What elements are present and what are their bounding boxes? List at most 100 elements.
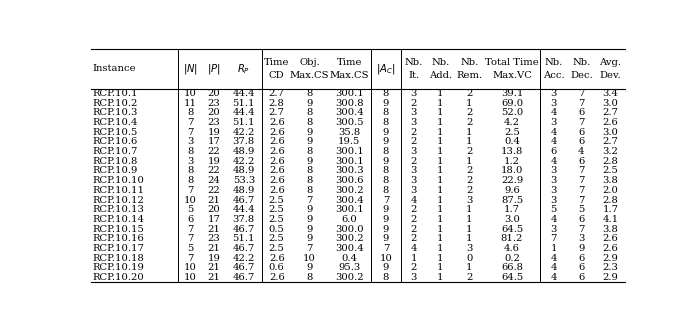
Text: 9.6: 9.6 xyxy=(504,186,520,195)
Text: 2: 2 xyxy=(466,166,473,175)
Text: 2.3: 2.3 xyxy=(602,264,618,272)
Text: 24: 24 xyxy=(207,176,221,185)
Text: 0.6: 0.6 xyxy=(269,264,285,272)
Text: 6: 6 xyxy=(578,108,585,117)
Text: 2: 2 xyxy=(411,264,417,272)
Text: 37.8: 37.8 xyxy=(232,137,255,146)
Text: 2: 2 xyxy=(411,225,417,234)
Text: 300.0: 300.0 xyxy=(335,225,363,234)
Text: 3.4: 3.4 xyxy=(602,89,618,98)
Text: 1: 1 xyxy=(466,128,473,137)
Text: 8: 8 xyxy=(306,89,313,98)
Text: 3: 3 xyxy=(411,166,417,175)
Text: 7: 7 xyxy=(551,234,557,243)
Text: 300.1: 300.1 xyxy=(335,147,363,156)
Text: 20: 20 xyxy=(207,108,221,117)
Text: 9: 9 xyxy=(306,157,313,166)
Text: 19: 19 xyxy=(207,254,221,263)
Text: 3: 3 xyxy=(411,108,417,117)
Text: 2: 2 xyxy=(466,108,473,117)
Text: 1: 1 xyxy=(437,89,443,98)
Text: 1: 1 xyxy=(411,254,417,263)
Text: 9: 9 xyxy=(383,205,389,214)
Text: 5: 5 xyxy=(551,205,557,214)
Text: Nb.: Nb. xyxy=(572,57,590,67)
Text: 6: 6 xyxy=(578,273,585,282)
Text: 6.0: 6.0 xyxy=(341,215,357,224)
Text: 46.7: 46.7 xyxy=(232,273,255,282)
Text: 300.5: 300.5 xyxy=(335,118,363,127)
Text: 13.8: 13.8 xyxy=(501,147,523,156)
Text: 9: 9 xyxy=(383,225,389,234)
Text: 1: 1 xyxy=(437,195,443,204)
Text: 9: 9 xyxy=(306,99,313,108)
Text: 1: 1 xyxy=(437,205,443,214)
Text: Add.: Add. xyxy=(429,70,452,79)
Text: 7: 7 xyxy=(578,166,585,175)
Text: 7: 7 xyxy=(578,118,585,127)
Text: 300.3: 300.3 xyxy=(335,166,363,175)
Text: $|N|$: $|N|$ xyxy=(183,62,198,76)
Text: 3.0: 3.0 xyxy=(602,99,618,108)
Text: 69.0: 69.0 xyxy=(501,99,523,108)
Text: 300.4: 300.4 xyxy=(335,195,363,204)
Text: 22.9: 22.9 xyxy=(501,176,523,185)
Text: 17: 17 xyxy=(207,137,221,146)
Text: 46.7: 46.7 xyxy=(232,195,255,204)
Text: 8: 8 xyxy=(306,273,313,282)
Text: Max.CS: Max.CS xyxy=(329,70,369,79)
Text: RCP.10.3: RCP.10.3 xyxy=(93,108,138,117)
Text: 6: 6 xyxy=(578,157,585,166)
Text: 3: 3 xyxy=(551,166,557,175)
Text: RCP.10.6: RCP.10.6 xyxy=(93,137,138,146)
Text: 2.6: 2.6 xyxy=(269,147,285,156)
Text: 300.2: 300.2 xyxy=(335,273,363,282)
Text: RCP.10.2: RCP.10.2 xyxy=(93,99,138,108)
Text: 1: 1 xyxy=(466,205,473,214)
Text: 2.7: 2.7 xyxy=(269,108,285,117)
Text: 6: 6 xyxy=(578,128,585,137)
Text: 48.9: 48.9 xyxy=(232,186,255,195)
Text: 4: 4 xyxy=(551,157,557,166)
Text: 9: 9 xyxy=(578,244,585,253)
Text: 6: 6 xyxy=(187,215,193,224)
Text: 7: 7 xyxy=(187,186,193,195)
Text: 8: 8 xyxy=(187,176,193,185)
Text: 1: 1 xyxy=(437,166,443,175)
Text: 1: 1 xyxy=(437,176,443,185)
Text: 3.0: 3.0 xyxy=(504,215,520,224)
Text: 1: 1 xyxy=(437,108,443,117)
Text: 4: 4 xyxy=(411,244,417,253)
Text: 19: 19 xyxy=(207,128,221,137)
Text: 2: 2 xyxy=(411,205,417,214)
Text: 39.1: 39.1 xyxy=(501,89,523,98)
Text: RCP.10.7: RCP.10.7 xyxy=(93,147,138,156)
Text: 48.9: 48.9 xyxy=(232,166,255,175)
Text: 4: 4 xyxy=(551,137,557,146)
Text: 22: 22 xyxy=(207,186,221,195)
Text: 4: 4 xyxy=(551,254,557,263)
Text: RCP.10.19: RCP.10.19 xyxy=(93,264,144,272)
Text: Time: Time xyxy=(264,57,290,67)
Text: 1: 1 xyxy=(437,244,443,253)
Text: 10: 10 xyxy=(303,254,316,263)
Text: 10: 10 xyxy=(184,195,197,204)
Text: 2.9: 2.9 xyxy=(602,273,618,282)
Text: 7: 7 xyxy=(187,225,193,234)
Text: 4: 4 xyxy=(551,128,557,137)
Text: RCP.10.18: RCP.10.18 xyxy=(93,254,144,263)
Text: 3.8: 3.8 xyxy=(602,225,618,234)
Text: 5: 5 xyxy=(578,205,585,214)
Text: 3: 3 xyxy=(466,244,473,253)
Text: 20: 20 xyxy=(207,89,221,98)
Text: 46.7: 46.7 xyxy=(232,264,255,272)
Text: 8: 8 xyxy=(383,186,389,195)
Text: 51.1: 51.1 xyxy=(232,118,255,127)
Text: 2: 2 xyxy=(466,186,473,195)
Text: CD: CD xyxy=(269,70,285,79)
Text: 8: 8 xyxy=(383,166,389,175)
Text: 4: 4 xyxy=(551,108,557,117)
Text: 3.8: 3.8 xyxy=(602,176,618,185)
Text: RCP.10.10: RCP.10.10 xyxy=(93,176,144,185)
Text: 66.8: 66.8 xyxy=(501,264,523,272)
